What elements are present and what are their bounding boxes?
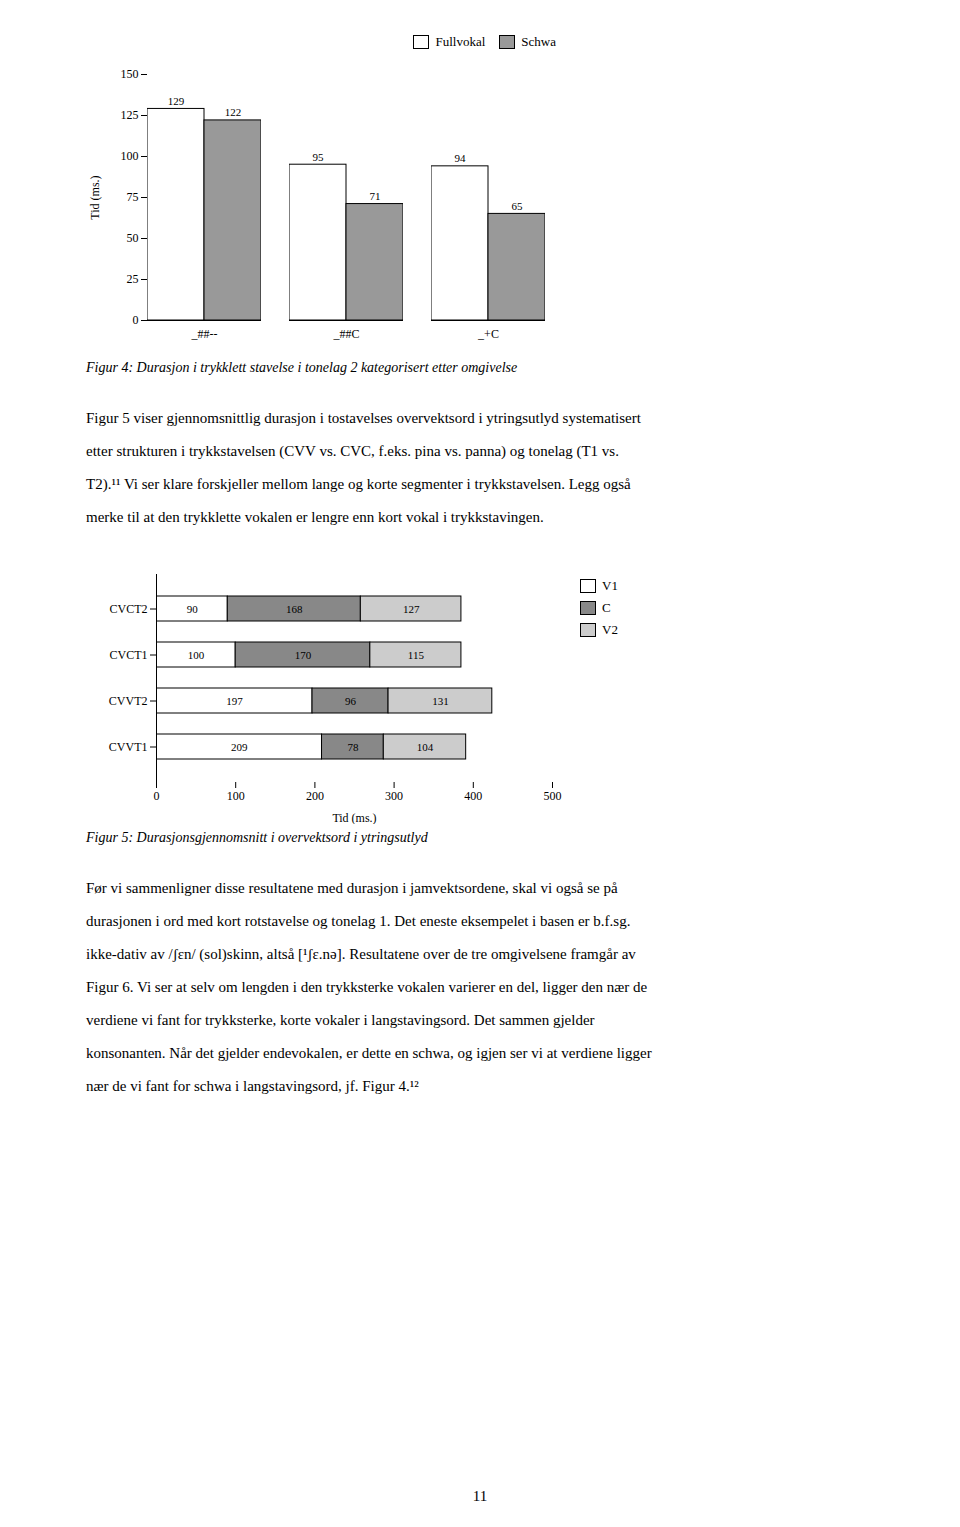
svg-text:25: 25 — [127, 272, 139, 286]
html-text:T2).¹¹ Vi ser klare forskjelle: T2).¹¹ Vi ser klare forskjeller mellom l… — [86, 476, 631, 492]
html-text:konsonanten. Når det gjelder e: konsonanten. Når det gjelder endevokalen… — [86, 1045, 652, 1061]
svg-text:100: 100 — [227, 789, 245, 803]
html-text:Schwa: Schwa — [521, 34, 556, 49]
svg-text:78: 78 — [347, 741, 359, 753]
html-text:Figur 6. Vi ser at selv om len: Figur 6. Vi ser at selv om lengden i den… — [86, 979, 648, 995]
html-text:Før vi sammenligner disse resu: Før vi sammenligner disse resultatene me… — [86, 880, 618, 896]
svg-text:104: 104 — [417, 741, 434, 753]
svg-text:90: 90 — [187, 603, 199, 615]
svg-text:Tid (ms.): Tid (ms.) — [332, 811, 376, 825]
svg-text:131: 131 — [432, 695, 449, 707]
svg-text:50: 50 — [127, 231, 139, 245]
svg-text:94: 94 — [455, 152, 467, 164]
svg-text:115: 115 — [408, 649, 425, 661]
svg-text:197: 197 — [226, 695, 243, 707]
svg-text:150: 150 — [121, 67, 139, 81]
svg-text:96: 96 — [345, 695, 357, 707]
svg-text:127: 127 — [403, 603, 420, 615]
svg-text:CVVT1: CVVT1 — [109, 740, 148, 754]
svg-text:Tid (ms.): Tid (ms.) — [88, 175, 102, 219]
svg-text:125: 125 — [121, 108, 139, 122]
html-text:V2: V2 — [602, 622, 618, 637]
svg-text:300: 300 — [385, 789, 403, 803]
svg-text:CVVT2: CVVT2 — [109, 694, 148, 708]
svg-text:CVCT1: CVCT1 — [109, 648, 147, 662]
svg-text:71: 71 — [370, 190, 381, 202]
html-text:nær de vi fant for schwa i lan: nær de vi fant for schwa i langstavingso… — [86, 1078, 419, 1094]
svg-text:65: 65 — [512, 200, 524, 212]
svg-text:129: 129 — [168, 95, 185, 107]
svg-text:_+C: _+C — [477, 327, 499, 341]
svg-text:95: 95 — [313, 151, 325, 163]
svg-text:209: 209 — [231, 741, 248, 753]
svg-text:500: 500 — [544, 789, 562, 803]
svg-text:200: 200 — [306, 789, 324, 803]
html-text:Figur 4: Durasjon i trykklett: Figur 4: Durasjon i trykklett stavelse i… — [86, 360, 518, 375]
svg-text:_##--: _##-- — [191, 327, 218, 341]
html-text:11: 11 — [472, 1488, 488, 1504]
svg-text:100: 100 — [121, 149, 139, 163]
svg-text:400: 400 — [464, 789, 482, 803]
html-text:Fullvokal: Fullvokal — [435, 34, 486, 49]
svg-text:CVCT2: CVCT2 — [109, 602, 147, 616]
html-text:etter strukturen i trykkstavel: etter strukturen i trykkstavelsen (CVV v… — [86, 443, 619, 459]
html-text:Figur 5 viser gjennomsnittlig: Figur 5 viser gjennomsnittlig durasjon i… — [86, 410, 641, 426]
html-text:V1: V1 — [602, 578, 618, 593]
svg-text:_##C: _##C — [332, 327, 359, 341]
html-text:durasjonen i ord med kort rots: durasjonen i ord med kort rotstavelse og… — [86, 913, 631, 929]
html-text:Figur 5: Durasjonsgjennomsnitt: Figur 5: Durasjonsgjennomsnitt i overvek… — [86, 830, 428, 845]
html-text:ikke-dativ av /ʃɛn/ (sol)skinn: ikke-dativ av /ʃɛn/ (sol)skinn, altså [¹… — [86, 946, 636, 962]
svg-text:75: 75 — [127, 190, 139, 204]
svg-text:0: 0 — [154, 789, 160, 803]
svg-text:122: 122 — [225, 106, 242, 118]
svg-text:170: 170 — [295, 649, 312, 661]
html-text:verdiene vi fant for trykkster: verdiene vi fant for trykksterke, korte … — [86, 1012, 595, 1028]
svg-text:0: 0 — [133, 313, 139, 327]
html-text:C: C — [602, 600, 611, 615]
html-text:merke til at den trykklette vo: merke til at den trykklette vokalen er l… — [86, 509, 544, 525]
svg-text:100: 100 — [188, 649, 205, 661]
svg-text:168: 168 — [286, 603, 303, 615]
